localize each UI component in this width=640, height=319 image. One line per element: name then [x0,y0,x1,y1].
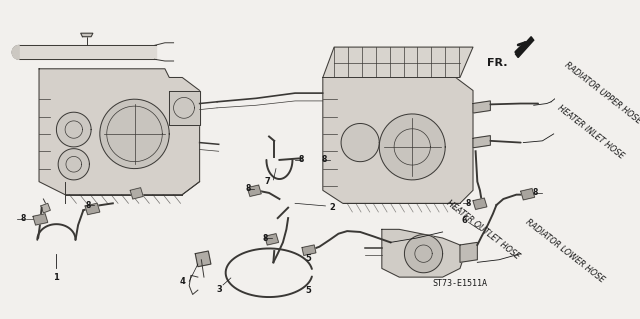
Text: 2: 2 [330,203,335,212]
Polygon shape [85,203,100,215]
Text: 8: 8 [298,155,304,164]
Polygon shape [323,47,473,78]
Text: 8: 8 [20,214,26,223]
Text: 5: 5 [305,254,311,263]
Text: FR.: FR. [487,57,508,68]
Polygon shape [473,136,490,148]
Text: ST73-E1511A: ST73-E1511A [433,279,488,288]
Polygon shape [380,114,445,180]
Polygon shape [12,45,19,59]
Polygon shape [39,69,200,195]
Text: 8: 8 [321,155,326,164]
Polygon shape [56,112,91,147]
Polygon shape [460,242,477,262]
Text: 1: 1 [54,273,60,282]
Polygon shape [265,234,278,245]
Text: 5: 5 [305,286,311,295]
Polygon shape [404,234,443,273]
Polygon shape [473,198,487,209]
Polygon shape [58,149,90,180]
Polygon shape [302,245,316,256]
Polygon shape [521,189,534,200]
Text: HEATER INLET HOSE: HEATER INLET HOSE [556,104,625,161]
Polygon shape [195,251,211,267]
Text: 3: 3 [217,285,223,294]
Polygon shape [382,229,464,277]
Text: 4: 4 [180,277,186,286]
Polygon shape [473,101,490,113]
Polygon shape [81,33,93,37]
Text: RADIATOR UPPER HOSE: RADIATOR UPPER HOSE [563,61,640,126]
Polygon shape [100,99,169,169]
Text: 8: 8 [85,201,90,210]
Polygon shape [33,214,48,225]
Polygon shape [130,188,143,199]
Text: HEATER OUTLET HOSE: HEATER OUTLET HOSE [444,198,521,261]
Text: 7: 7 [264,177,270,186]
Text: RADIATOR LOWER HOSE: RADIATOR LOWER HOSE [524,218,605,285]
Polygon shape [169,91,200,125]
Polygon shape [247,185,261,197]
Text: 8: 8 [533,189,538,197]
Polygon shape [515,37,534,57]
Polygon shape [41,203,51,213]
Text: 8: 8 [246,184,251,193]
Polygon shape [341,123,380,162]
Polygon shape [323,78,473,203]
Text: 8: 8 [466,199,471,208]
Text: 6: 6 [461,216,467,225]
Text: 8: 8 [263,234,268,242]
